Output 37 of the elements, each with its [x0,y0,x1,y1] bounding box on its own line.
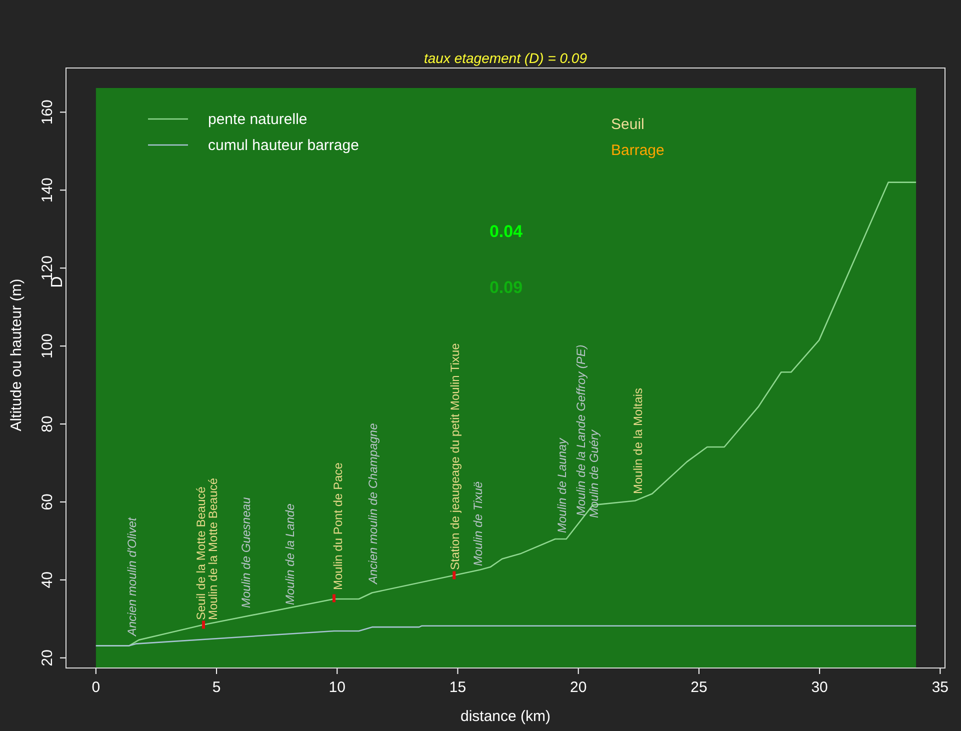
annotation: Seuil de la Motte Beaucé [194,486,208,620]
annotation: Station de jeaugeage du petit Moulin Tixue [448,342,462,570]
annotation: Moulin de la Motte Beaucé [206,478,220,620]
annotation: Ancien moulin d'Olivet [125,516,139,637]
x-tick-label: 20 [570,679,587,696]
y-tick-label: 20 [39,650,56,666]
x-tick-label: 25 [690,679,708,696]
y-tick-label: 160 [39,100,56,125]
annotation: Moulin de Tixuë [471,481,485,566]
annotation: Moulin de la Moltais [631,388,645,494]
x-axis-title: distance (km) [460,708,551,725]
x-tick-label: 10 [328,679,346,696]
y-tick-label: 40 [39,572,56,588]
annotation: Moulin de la Lande [283,503,297,605]
y-axis-title: Altitude ou hauteur (m) [8,278,25,432]
y-tick-label: 140 [39,178,56,203]
y-tick-label: 80 [39,416,56,432]
y-tick-label: 60 [39,494,56,510]
x-tick-label: 5 [212,679,221,696]
annotation: 0.09 [489,278,523,297]
annotation: Moulin de Guéry [587,428,601,518]
annotation: Ancien moulin de Champagne [366,422,380,585]
x-tick-label: 0 [92,679,100,696]
annotation: Moulin de Guesneau [239,496,253,608]
annotation: Barrage [611,142,664,159]
chart-title: taux etagement (D) = 0.09 [424,50,588,66]
x-tick-label: 30 [811,679,828,696]
annotation: Moulin de Launay [555,437,569,533]
annotation: Moulin de la Lande Geffroy (PE) [574,344,588,516]
annotation: 0.04 [489,222,524,241]
annotation: Moulin du Pont de Pace [331,462,345,590]
y-tick-label: 100 [39,334,56,359]
annotation: Seuil [611,116,644,133]
legend-label: pente naturelle [208,111,308,128]
x-tick-label: 35 [932,679,949,696]
legend-label: cumul hauteur barrage [208,137,359,154]
x-tick-label: 15 [449,679,466,696]
